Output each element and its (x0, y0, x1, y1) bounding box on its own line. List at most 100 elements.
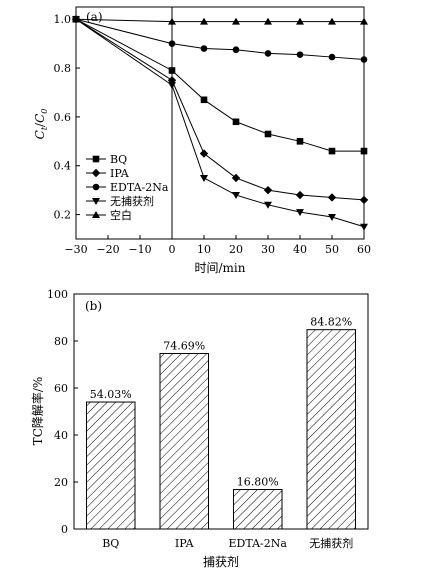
data-point (296, 209, 304, 217)
bar (306, 329, 357, 530)
legend-entry: 无捕获剂 (86, 194, 154, 208)
y-tick-label: 0.2 (54, 209, 72, 222)
data-point (232, 46, 240, 54)
data-point (264, 17, 272, 25)
panel-label: (b) (85, 299, 102, 313)
legend-label: IPA (110, 167, 130, 180)
y-axis-label: TC降解率/% (30, 377, 45, 446)
legend-entry: EDTA-2Na (86, 181, 169, 194)
data-point (231, 173, 241, 183)
y-tick-label: 0.4 (54, 160, 72, 173)
series-line (75, 18, 364, 23)
y-tick-label: 0.8 (54, 62, 72, 75)
y-label-sub: t (40, 126, 49, 130)
legend-label: 空白 (110, 208, 132, 222)
data-point (263, 185, 273, 195)
series-BQ (72, 15, 368, 155)
series-EDTA-2Na (72, 15, 368, 63)
y-tick-label: 0.6 (54, 111, 72, 124)
plot-frame (73, 293, 369, 530)
data-point (328, 214, 336, 222)
data-label: 84.82% (310, 316, 352, 329)
data-point (359, 195, 369, 205)
data-point (232, 118, 240, 126)
data-point (360, 223, 368, 231)
data-point (167, 76, 177, 85)
data-point (296, 138, 304, 145)
series-line (75, 18, 365, 201)
legend-marker (92, 183, 100, 191)
y-label-main: C (33, 130, 47, 139)
data-point (360, 147, 368, 155)
series-line (75, 18, 364, 152)
x-tick-label: 60 (357, 243, 371, 256)
series-无捕获剂 (72, 16, 368, 231)
data-point (200, 17, 208, 25)
x-tick-label: −20 (96, 243, 119, 256)
data-point (360, 17, 368, 25)
data-point (296, 17, 304, 25)
data-point (168, 40, 176, 47)
x-tick-label: −10 (128, 243, 151, 256)
data-point (199, 149, 209, 158)
legend-entry: 空白 (86, 208, 132, 222)
data-point (264, 50, 272, 57)
data-point (168, 82, 176, 90)
category-label: BQ (102, 537, 119, 550)
data-point (328, 17, 336, 25)
legend-entry: IPA (86, 167, 130, 180)
y-label-sub2: 0 (40, 109, 49, 114)
y-tick-label: 80 (54, 335, 68, 348)
series-空白 (72, 15, 368, 25)
data-point (327, 193, 337, 202)
y-label-main2: C (33, 114, 47, 123)
data-point (232, 192, 240, 200)
x-tick-label: 50 (325, 243, 339, 256)
y-tick-label: 100 (47, 288, 68, 301)
x-axis-label: 时间/min (195, 261, 246, 275)
y-tick-label: 40 (54, 429, 68, 442)
x-tick-label: −30 (64, 243, 87, 256)
plot-frame (75, 6, 365, 240)
legend-marker (91, 168, 101, 178)
data-point (168, 67, 176, 74)
data-label: 74.69% (163, 339, 205, 352)
legend-marker (92, 198, 100, 205)
category-label: 无捕获剂 (309, 536, 353, 550)
y-axis-label: Ct/C0 (33, 109, 49, 140)
bars: 54.03% BQ 74.69% IPA 16.80% EDTA-2Na 84.82% 无捕获… (85, 316, 357, 550)
series-line (75, 18, 365, 228)
x-tick-label: 20 (229, 243, 243, 256)
data-point (168, 17, 176, 25)
bar (159, 352, 210, 530)
data-point (295, 190, 305, 200)
line-chart: (a) −30 −20 −10 0 10 20 30 40 50 60 0.2 0.4 0.6 0.8 1.… (33, 6, 371, 275)
data-point (264, 130, 272, 138)
y-tick-label: 60 (54, 382, 68, 395)
bar-chart: (b) 0 20 40 60 80 100 54.03% BQ 74.69% IPA 16.80%… (30, 288, 369, 569)
data-label: 16.80% (237, 476, 279, 489)
legend-label: BQ (110, 153, 127, 166)
x-tick-label: 10 (197, 243, 211, 256)
legend-label: 无捕获剂 (110, 194, 154, 208)
y-tick-label: 1.0 (54, 13, 72, 26)
legend-entry: BQ (86, 153, 127, 166)
data-label: 54.03% (90, 388, 132, 401)
data-point (360, 56, 368, 63)
svg-text:Ct/C0: Ct/C0 (33, 109, 49, 140)
data-point (200, 174, 208, 182)
series-line (75, 18, 365, 61)
data-point (200, 45, 208, 52)
legend-marker (92, 155, 100, 163)
category-label: EDTA-2Na (229, 537, 288, 550)
bar (85, 401, 136, 530)
legend-label: EDTA-2Na (110, 181, 169, 194)
x-tick-label: 0 (169, 243, 176, 256)
y-tick-label: 0 (61, 523, 68, 536)
y-label-slash: / (33, 122, 47, 127)
data-point (328, 53, 336, 61)
x-axis-label: 捕获剂 (203, 554, 239, 569)
data-point (232, 17, 240, 25)
